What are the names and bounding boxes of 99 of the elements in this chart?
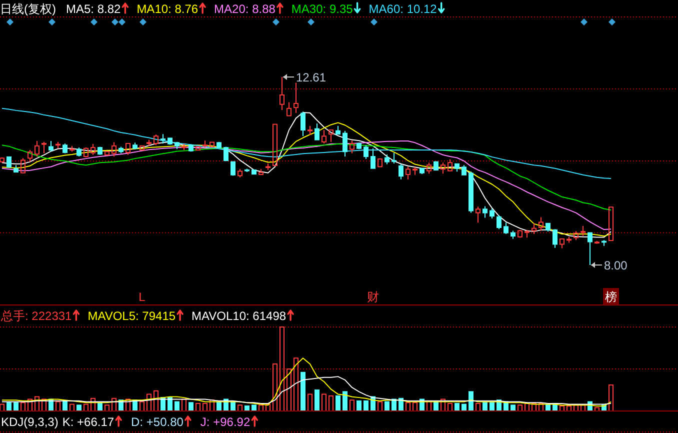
candlestick bbox=[588, 232, 592, 266]
candlestick bbox=[62, 142, 68, 154]
bar bbox=[538, 402, 544, 412]
candlestick bbox=[384, 154, 390, 165]
bar bbox=[342, 391, 348, 412]
bar bbox=[56, 401, 60, 412]
bar bbox=[0, 404, 4, 412]
text: D: +50.80 bbox=[131, 415, 184, 429]
bar bbox=[294, 358, 298, 412]
bar bbox=[406, 402, 410, 412]
bar bbox=[594, 407, 600, 412]
candlestick bbox=[300, 111, 306, 137]
bar bbox=[286, 368, 292, 412]
candlestick bbox=[224, 146, 228, 162]
bar bbox=[188, 402, 194, 412]
bar bbox=[454, 402, 460, 412]
bar bbox=[524, 402, 530, 412]
text: MA5: 8.82 bbox=[66, 2, 122, 16]
bar bbox=[210, 400, 214, 412]
bar bbox=[258, 404, 264, 412]
bar bbox=[104, 404, 110, 412]
candlestick bbox=[504, 222, 508, 235]
bar bbox=[146, 394, 152, 412]
candlestick bbox=[482, 206, 488, 218]
bar bbox=[90, 398, 96, 412]
bar bbox=[308, 394, 312, 412]
candlestick bbox=[294, 82, 298, 114]
bar bbox=[140, 401, 144, 412]
bar bbox=[518, 404, 522, 412]
candlestick bbox=[490, 208, 494, 220]
bar bbox=[560, 405, 564, 412]
bar bbox=[112, 398, 116, 412]
bar bbox=[182, 398, 186, 412]
bar bbox=[510, 404, 516, 412]
bar bbox=[20, 402, 26, 412]
bar bbox=[566, 405, 572, 412]
bar bbox=[154, 390, 158, 412]
bar bbox=[364, 400, 368, 412]
bar bbox=[28, 398, 32, 412]
text: L bbox=[138, 290, 146, 304]
bar bbox=[476, 402, 480, 412]
text: KDJ(9,3,3) bbox=[1, 415, 58, 429]
bar bbox=[202, 402, 208, 412]
chart-title: 总手: 222331 bbox=[0, 309, 72, 323]
bar bbox=[252, 404, 256, 412]
text: K: +66.17 bbox=[62, 415, 114, 429]
bar bbox=[34, 396, 40, 412]
bar bbox=[70, 404, 74, 412]
bar bbox=[532, 402, 536, 412]
bar bbox=[580, 404, 586, 412]
bar bbox=[238, 404, 242, 412]
bar bbox=[280, 326, 284, 412]
annotation: 12.61 bbox=[296, 70, 326, 84]
text: J: +96.92 bbox=[200, 415, 250, 429]
candlestick bbox=[342, 130, 348, 158]
candlestick bbox=[350, 140, 354, 154]
bar bbox=[42, 398, 46, 412]
candlestick bbox=[314, 122, 320, 140]
candlestick bbox=[462, 164, 466, 176]
bar bbox=[272, 363, 278, 412]
candlestick bbox=[160, 134, 166, 144]
candlestick bbox=[496, 214, 502, 230]
bar bbox=[266, 404, 270, 412]
candlestick bbox=[48, 140, 54, 152]
text: 财 bbox=[367, 290, 379, 304]
bar bbox=[322, 394, 326, 412]
bar bbox=[328, 395, 334, 412]
bar bbox=[356, 400, 362, 412]
bar bbox=[350, 400, 354, 412]
candlestick bbox=[552, 228, 558, 248]
text: MA10: 8.76 bbox=[136, 2, 198, 16]
text: MA60: 10.12 bbox=[368, 2, 438, 16]
text: MAVOL10: 61498 bbox=[192, 309, 286, 323]
bar bbox=[574, 404, 578, 412]
candlestick bbox=[398, 163, 404, 180]
text: MAVOL5: 79415 bbox=[88, 309, 176, 323]
bar bbox=[314, 390, 320, 412]
bar bbox=[300, 372, 306, 412]
bar bbox=[84, 404, 88, 412]
annotation: 8.00 bbox=[604, 258, 628, 272]
candlestick bbox=[532, 222, 536, 235]
bar bbox=[440, 398, 446, 412]
bar bbox=[448, 402, 452, 412]
chart-title: 日线(复权) bbox=[0, 2, 56, 16]
bar bbox=[174, 401, 180, 412]
bar bbox=[412, 402, 418, 412]
bar bbox=[196, 402, 200, 412]
candlestick bbox=[364, 144, 368, 160]
bar bbox=[384, 401, 390, 412]
bar bbox=[336, 395, 340, 412]
bar bbox=[608, 384, 614, 412]
bar bbox=[378, 401, 382, 412]
bar bbox=[76, 404, 82, 412]
text: MA20: 8.88 bbox=[214, 2, 276, 16]
text: MA30: 9.35 bbox=[291, 2, 354, 16]
candlestick bbox=[392, 152, 396, 164]
bar bbox=[126, 398, 130, 412]
candlestick bbox=[370, 148, 376, 169]
candlestick bbox=[6, 156, 12, 168]
